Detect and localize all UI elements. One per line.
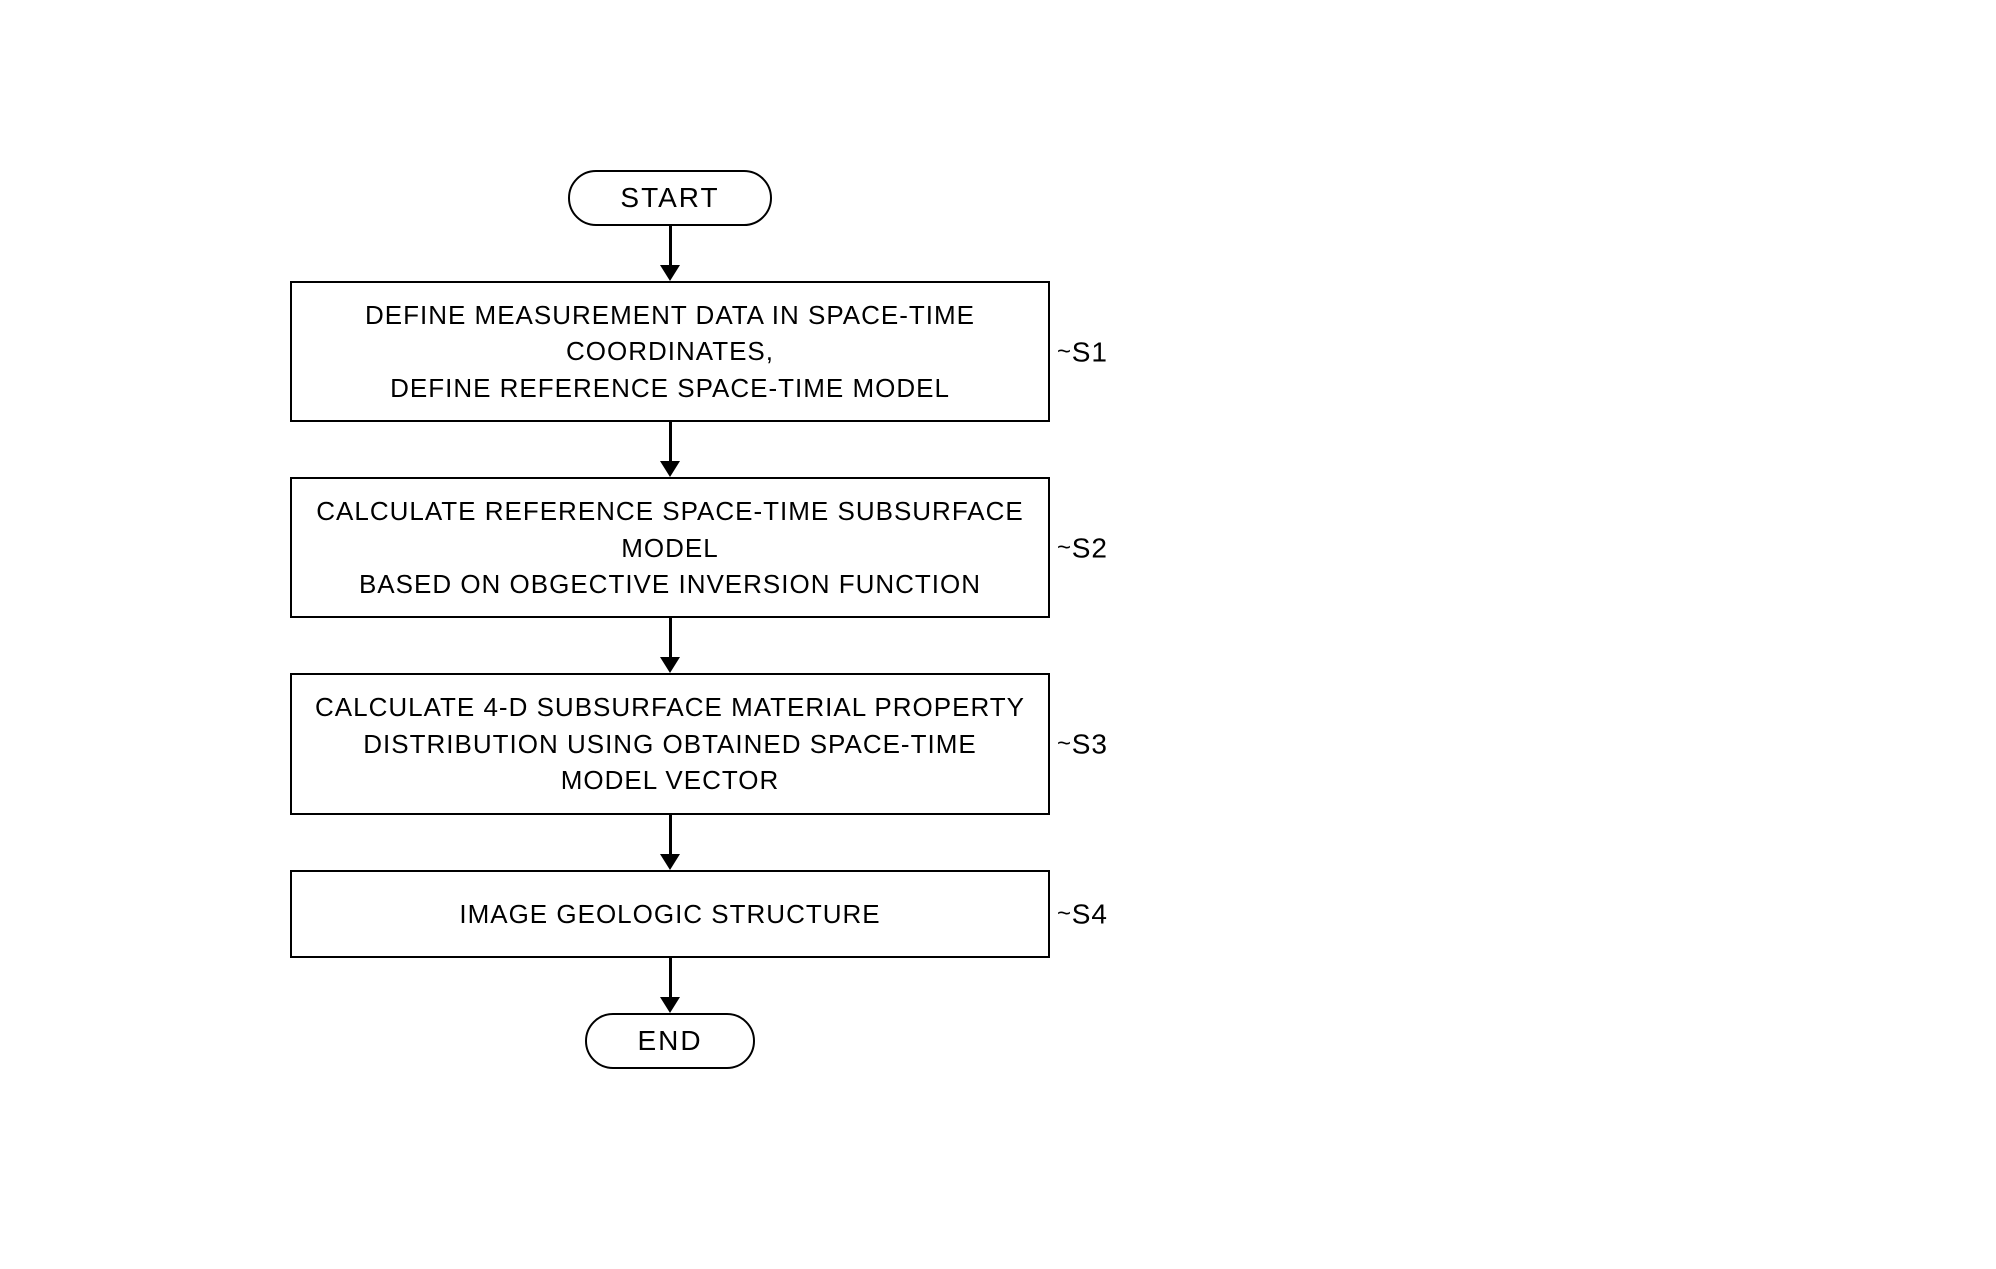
connector-tilde-icon: ~ <box>1057 335 1072 369</box>
arrow-line <box>669 958 672 1000</box>
connector-tilde-icon: ~ <box>1057 531 1072 565</box>
process-text-line1: CALCULATE 4-D SUBSURFACE MATERIAL PROPER… <box>315 692 1025 722</box>
process-s3: CALCULATE 4-D SUBSURFACE MATERIAL PROPER… <box>290 673 1050 814</box>
arrow-head-icon <box>660 461 680 477</box>
process-text-line1: DEFINE MEASUREMENT DATA IN SPACE-TIME CO… <box>365 300 975 366</box>
arrow-1 <box>290 226 1050 281</box>
arrow-line <box>669 422 672 464</box>
start-terminal-wrap: START <box>290 170 1050 226</box>
end-label: END <box>637 1025 702 1056</box>
connector-tilde-icon: ~ <box>1057 897 1072 931</box>
step-label-s1: S1 <box>1072 332 1108 371</box>
step-label-s2: S2 <box>1072 528 1108 567</box>
flowchart-container: START DEFINE MEASUREMENT DATA IN SPACE-T… <box>290 170 1190 1069</box>
arrow-4 <box>290 815 1050 870</box>
connector-tilde-icon: ~ <box>1057 727 1072 761</box>
process-text-line2: DEFINE REFERENCE SPACE-TIME MODEL <box>390 373 950 403</box>
step-label-s3: S3 <box>1072 724 1108 763</box>
process-s2: CALCULATE REFERENCE SPACE-TIME SUBSURFAC… <box>290 477 1050 618</box>
arrow-line <box>669 815 672 857</box>
arrow-2 <box>290 422 1050 477</box>
arrow-head-icon <box>660 997 680 1013</box>
arrow-3 <box>290 618 1050 673</box>
process-text-line2: BASED ON OBGECTIVE INVERSION FUNCTION <box>359 569 981 599</box>
start-label: START <box>620 182 719 213</box>
end-terminal-wrap: END <box>290 1013 1050 1069</box>
start-terminal: START <box>568 170 771 226</box>
arrow-5 <box>290 958 1050 1013</box>
process-text-line1: IMAGE GEOLOGIC STRUCTURE <box>459 899 880 929</box>
end-terminal: END <box>585 1013 754 1069</box>
process-s4: IMAGE GEOLOGIC STRUCTURE ~ S4 <box>290 870 1050 958</box>
arrow-head-icon <box>660 265 680 281</box>
step-label-s4: S4 <box>1072 894 1108 933</box>
arrow-line <box>669 618 672 660</box>
arrow-line <box>669 226 672 268</box>
process-text-line1: CALCULATE REFERENCE SPACE-TIME SUBSURFAC… <box>316 496 1024 562</box>
process-text-line2: DISTRIBUTION USING OBTAINED SPACE-TIME M… <box>363 729 976 795</box>
arrow-head-icon <box>660 657 680 673</box>
arrow-head-icon <box>660 854 680 870</box>
process-s1: DEFINE MEASUREMENT DATA IN SPACE-TIME CO… <box>290 281 1050 422</box>
